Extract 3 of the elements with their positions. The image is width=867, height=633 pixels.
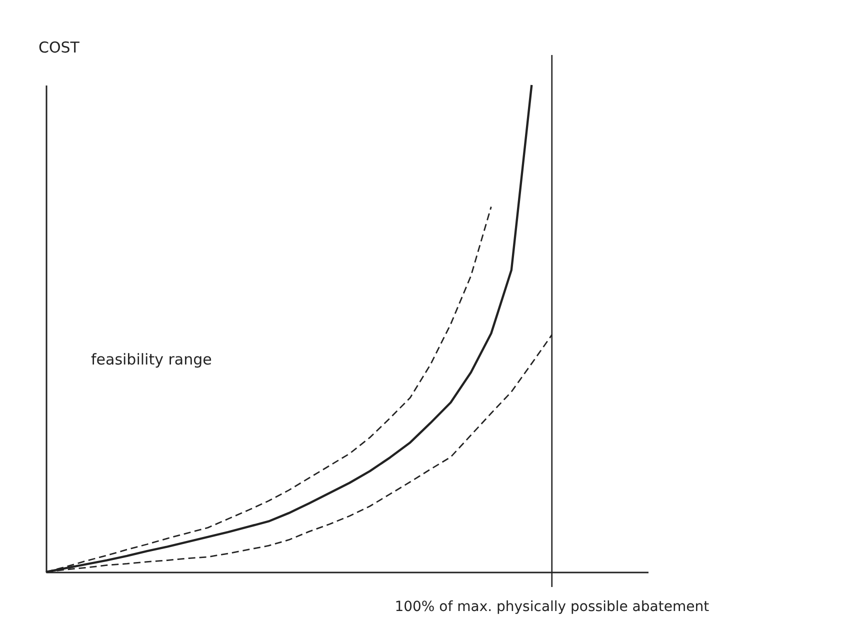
y-axis-title: COST (38, 38, 80, 56)
annotation: feasibility range (91, 350, 212, 368)
text: 100% of max. physically possible abatement (394, 599, 710, 615)
